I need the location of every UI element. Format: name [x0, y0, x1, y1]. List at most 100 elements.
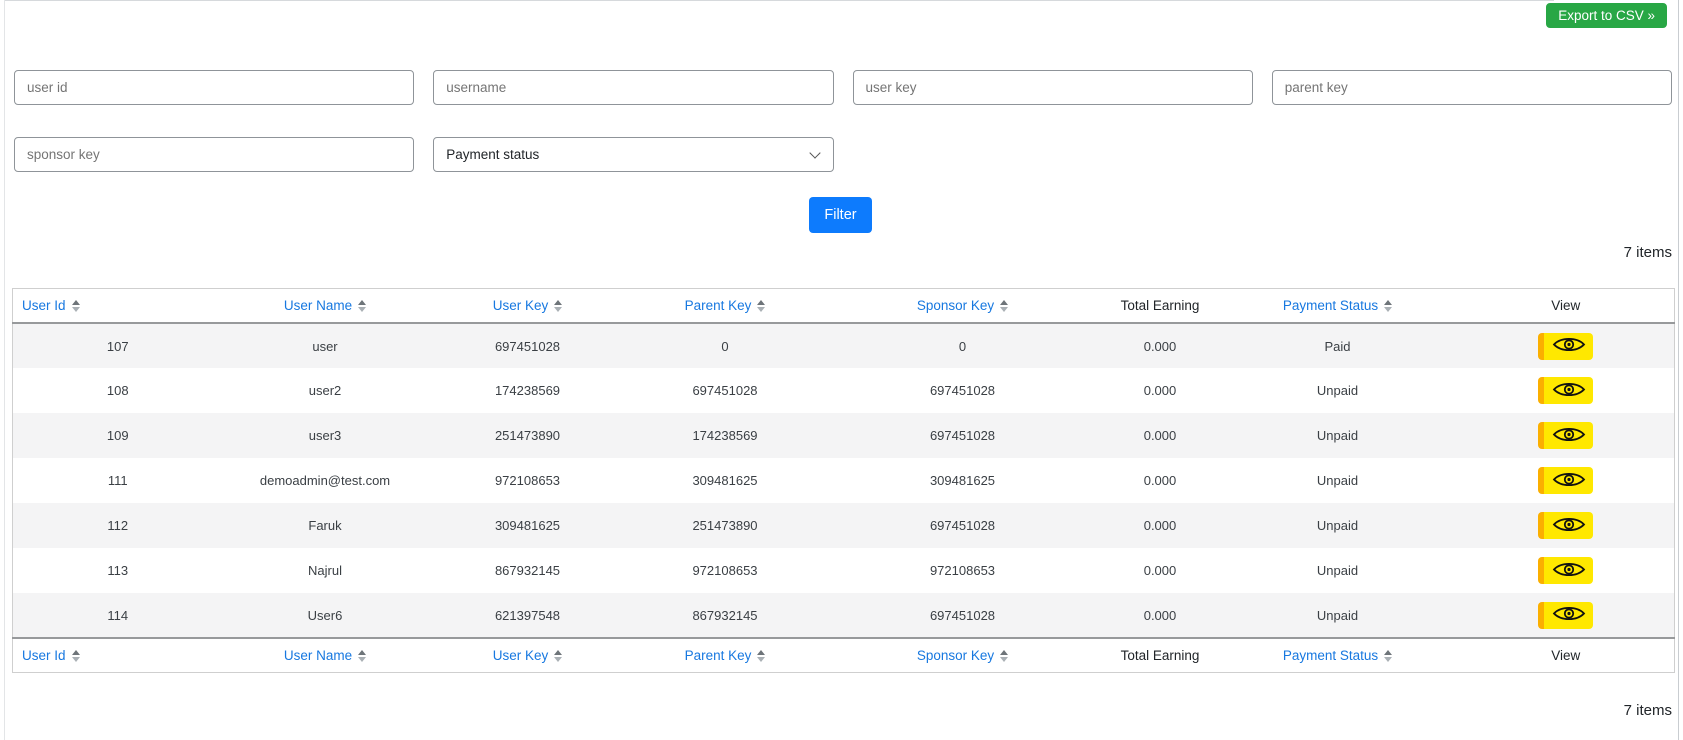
- cell-user-id: 109: [106, 428, 129, 443]
- sort-arrows-icon[interactable]: [358, 300, 367, 313]
- sort-arrows-icon[interactable]: [554, 650, 563, 663]
- cell-total-earning: 0.000: [1143, 607, 1177, 623]
- cell-total-earning: 0.000: [1143, 428, 1177, 443]
- cell-payment-status: Unpaid: [1316, 607, 1359, 623]
- eye-icon: [1552, 561, 1586, 581]
- table-row: 111 demoadmin@test.com 972108653 3094816…: [13, 458, 1675, 503]
- view-button[interactable]: [1538, 601, 1594, 629]
- cell-payment-status: Unpaid: [1316, 563, 1359, 578]
- column-header-user-id[interactable]: User Id: [12, 288, 223, 324]
- cell-parent-key: 174238569: [692, 428, 758, 443]
- table-row: 112 Faruk 309481625 251473890 697451028 …: [12, 503, 1675, 548]
- table-header: User Id User Name User Key Parent Key Sp…: [12, 288, 1675, 324]
- cell-payment-status: Unpaid: [1316, 383, 1359, 398]
- view-button[interactable]: [1538, 557, 1594, 584]
- table-row: 107 user 697451028 0 0 0.000 Paid: [12, 323, 1675, 368]
- user-id-input[interactable]: [14, 70, 415, 105]
- cell-total-earning: 0.000: [1143, 563, 1177, 578]
- cell-user-id: 111: [107, 473, 128, 488]
- footer-header-view: View: [1457, 637, 1675, 673]
- payment-status-select-wrap: Payment status: [433, 137, 834, 172]
- cell-parent-key: 309481625: [692, 473, 758, 488]
- cell-sponsor-key: 697451028: [929, 607, 996, 623]
- cell-user-key: 174238569: [494, 383, 561, 398]
- column-header-user-key[interactable]: User Key: [427, 288, 628, 324]
- column-header-payment-status[interactable]: Payment Status: [1217, 288, 1458, 324]
- view-button[interactable]: [1538, 377, 1594, 404]
- footer-header-user-name[interactable]: User Name: [222, 637, 428, 673]
- table-row: 108 user2 174238569 697451028 697451028 …: [13, 368, 1675, 413]
- cell-user-key: 972108653: [494, 473, 561, 488]
- page-container: Export to CSV » Payment status Filter 7 …: [4, 0, 1679, 740]
- cell-parent-key: 0: [721, 338, 729, 354]
- column-header-parent-key[interactable]: Parent Key: [627, 288, 823, 324]
- sort-arrows-icon[interactable]: [554, 300, 563, 313]
- cell-user-name: Najrul: [308, 563, 342, 578]
- cell-user-key: 251473890: [494, 428, 561, 443]
- cell-view: [1458, 593, 1675, 638]
- top-divider: [5, 0, 1554, 1]
- sort-arrows-icon[interactable]: [71, 650, 80, 663]
- cell-user-name: User6: [307, 607, 343, 623]
- eye-icon: [1552, 471, 1586, 491]
- cell-payment-status: Unpaid: [1316, 518, 1359, 533]
- users-table: User Id User Name User Key Parent Key Sp…: [12, 288, 1675, 673]
- eye-icon: [1552, 336, 1586, 356]
- footer-header-sponsor-key[interactable]: Sponsor Key: [822, 637, 1103, 673]
- table-footer: User Id User Name User Key Parent Key Sp…: [12, 637, 1675, 673]
- cell-sponsor-key: 0: [958, 338, 967, 354]
- cell-payment-status: Unpaid: [1316, 473, 1359, 488]
- view-button[interactable]: [1538, 332, 1594, 360]
- items-count-top: 7 items: [1623, 244, 1672, 261]
- sort-arrows-icon[interactable]: [757, 650, 766, 663]
- sort-arrows-icon[interactable]: [1384, 650, 1393, 663]
- sort-arrows-icon[interactable]: [1384, 300, 1393, 313]
- view-button[interactable]: [1538, 512, 1594, 539]
- sort-arrows-icon[interactable]: [358, 650, 367, 663]
- users-table-wrap: User Id User Name User Key Parent Key Sp…: [12, 288, 1675, 673]
- footer-header-user-id[interactable]: User Id: [12, 637, 223, 673]
- cell-user-key: 309481625: [494, 518, 561, 533]
- export-csv-button[interactable]: Export to CSV »: [1546, 3, 1667, 28]
- filter-row-1: [14, 70, 1672, 105]
- view-button[interactable]: [1538, 467, 1594, 494]
- footer-header-parent-key[interactable]: Parent Key: [627, 637, 823, 673]
- cell-user-key: 867932145: [494, 563, 561, 578]
- parent-key-input[interactable]: [1271, 70, 1672, 105]
- cell-user-name: Faruk: [308, 518, 342, 533]
- table-row: 109 user3 251473890 174238569 697451028 …: [12, 413, 1675, 458]
- cell-user-id: 114: [107, 607, 129, 623]
- column-header-total-earning: Total Earning: [1102, 288, 1218, 324]
- cell-total-earning: 0.000: [1143, 473, 1177, 488]
- username-input[interactable]: [433, 70, 834, 105]
- cell-sponsor-key: 972108653: [929, 563, 996, 578]
- eye-icon: [1552, 605, 1586, 625]
- sort-arrows-icon[interactable]: [1000, 650, 1009, 663]
- table-row: 114 User6 621397548 867932145 697451028 …: [12, 593, 1675, 638]
- cell-sponsor-key: 697451028: [929, 383, 996, 398]
- filter-button[interactable]: Filter: [809, 197, 872, 233]
- payment-status-select[interactable]: Payment status: [433, 137, 834, 172]
- column-header-user-name[interactable]: User Name: [222, 288, 428, 324]
- filter-row-2: Payment status: [14, 137, 1672, 172]
- cell-user-id: 107: [106, 338, 129, 354]
- sort-arrows-icon[interactable]: [1000, 300, 1009, 313]
- cell-total-earning: 0.000: [1143, 383, 1177, 398]
- sort-arrows-icon[interactable]: [757, 300, 766, 313]
- sponsor-key-input[interactable]: [14, 137, 415, 172]
- cell-user-name: demoadmin@test.com: [259, 473, 391, 488]
- column-header-sponsor-key[interactable]: Sponsor Key: [822, 288, 1103, 324]
- cell-user-name: user2: [308, 383, 342, 398]
- table-row: 113 Najrul 867932145 972108653 972108653…: [13, 548, 1675, 593]
- cell-view: [1458, 503, 1675, 548]
- user-key-input[interactable]: [852, 70, 1253, 105]
- sort-arrows-icon[interactable]: [71, 300, 80, 313]
- eye-icon: [1552, 516, 1586, 536]
- cell-parent-key: 251473890: [692, 518, 758, 533]
- cell-sponsor-key: 697451028: [929, 518, 996, 533]
- footer-header-payment-status[interactable]: Payment Status: [1217, 637, 1458, 673]
- eye-icon: [1552, 381, 1586, 401]
- view-button[interactable]: [1538, 422, 1594, 449]
- footer-header-user-key[interactable]: User Key: [427, 637, 628, 673]
- cell-view: [1458, 413, 1675, 458]
